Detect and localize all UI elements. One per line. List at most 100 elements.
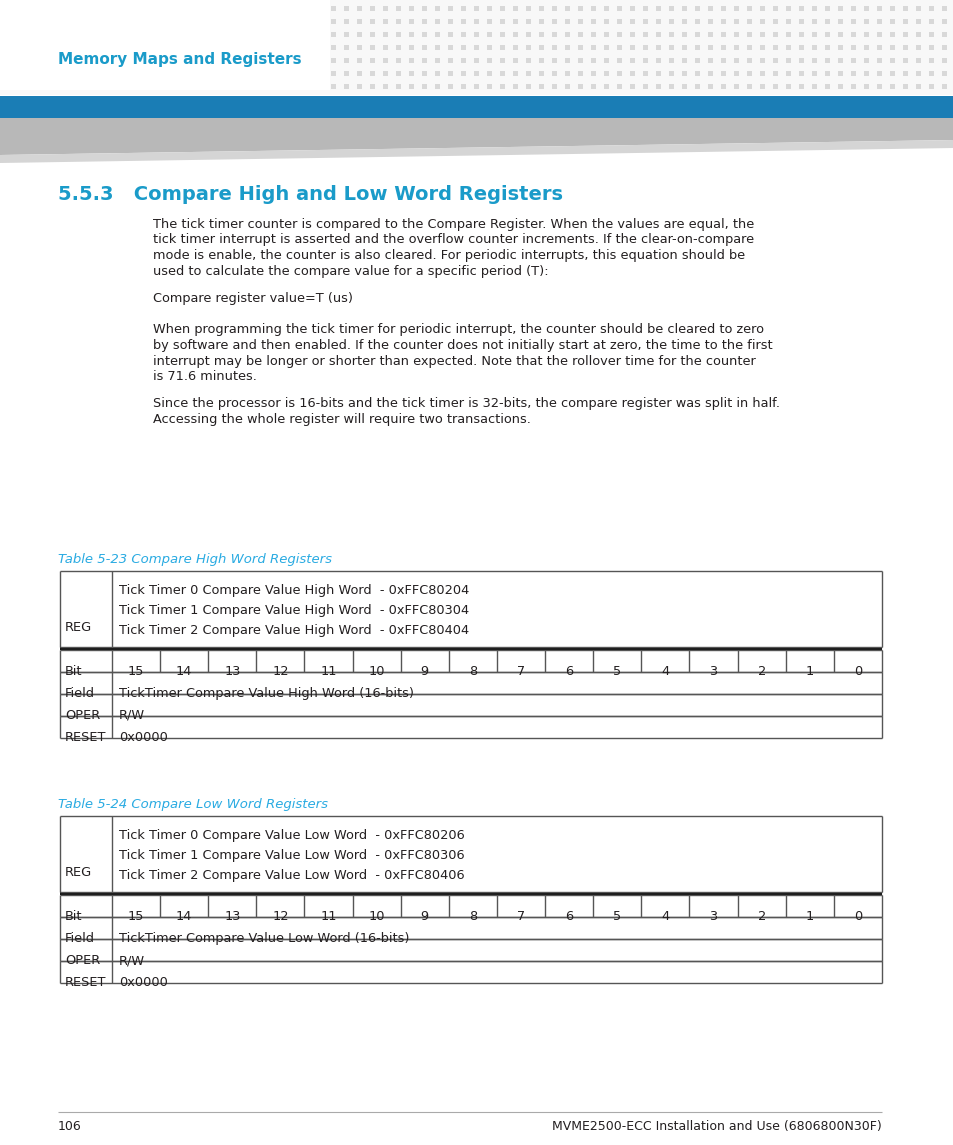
Bar	[642, 6, 647, 11]
Bar	[6, 71, 11, 76]
Text: RESET: RESET	[65, 731, 107, 744]
Bar	[240, 58, 245, 63]
Bar	[681, 19, 686, 24]
Bar	[668, 32, 673, 37]
Bar	[603, 58, 608, 63]
Bar	[617, 45, 621, 50]
Bar	[370, 32, 375, 37]
Bar	[590, 58, 596, 63]
Bar	[564, 6, 569, 11]
Bar	[278, 32, 284, 37]
Bar	[110, 45, 115, 50]
Bar	[811, 71, 816, 76]
Bar	[201, 32, 206, 37]
Bar	[0, 0, 330, 90]
Bar	[889, 84, 894, 89]
Text: mode is enable, the counter is also cleared. For periodic interrupts, this equat: mode is enable, the counter is also clea…	[152, 248, 744, 262]
Bar	[928, 45, 933, 50]
Bar	[382, 32, 388, 37]
Bar	[707, 6, 712, 11]
Bar	[460, 6, 465, 11]
Bar	[382, 71, 388, 76]
Bar	[435, 58, 439, 63]
Bar	[0, 96, 953, 118]
Bar	[344, 71, 349, 76]
Bar	[71, 58, 76, 63]
Bar	[460, 58, 465, 63]
Bar	[32, 19, 37, 24]
Bar	[772, 32, 778, 37]
Bar	[720, 32, 725, 37]
Bar	[71, 6, 76, 11]
Bar	[32, 6, 37, 11]
Bar	[720, 19, 725, 24]
Bar	[681, 71, 686, 76]
Bar	[863, 71, 868, 76]
Bar	[590, 6, 596, 11]
Bar	[123, 32, 128, 37]
Bar	[188, 32, 193, 37]
Text: 14: 14	[175, 910, 193, 923]
Bar	[525, 84, 531, 89]
Bar	[837, 6, 842, 11]
Text: Compare register value=T (us): Compare register value=T (us)	[152, 292, 353, 305]
Bar	[460, 32, 465, 37]
Text: Field: Field	[65, 687, 95, 700]
Bar	[6, 32, 11, 37]
Bar	[876, 58, 882, 63]
Bar	[421, 32, 427, 37]
Bar	[123, 71, 128, 76]
Bar	[227, 6, 232, 11]
Text: 5: 5	[613, 910, 620, 923]
Bar	[370, 19, 375, 24]
Bar	[344, 19, 349, 24]
Bar	[915, 32, 920, 37]
Text: by software and then enabled. If the counter does not initially start at zero, t: by software and then enabled. If the cou…	[152, 339, 772, 352]
Bar	[110, 84, 115, 89]
Bar	[603, 32, 608, 37]
Text: 4: 4	[660, 665, 669, 678]
Text: 10: 10	[368, 910, 384, 923]
Bar	[58, 71, 63, 76]
Bar	[278, 45, 284, 50]
Bar	[850, 45, 855, 50]
Bar	[941, 32, 946, 37]
Bar	[902, 45, 907, 50]
Bar	[136, 6, 141, 11]
Bar	[227, 45, 232, 50]
Bar	[656, 58, 660, 63]
Bar	[760, 84, 764, 89]
Bar	[525, 58, 531, 63]
Bar	[538, 45, 543, 50]
Bar	[799, 58, 803, 63]
Bar	[824, 32, 829, 37]
Text: R/W: R/W	[119, 954, 145, 968]
Bar	[629, 71, 635, 76]
Bar	[617, 58, 621, 63]
Bar	[136, 71, 141, 76]
Bar	[97, 32, 102, 37]
Bar	[370, 58, 375, 63]
Bar	[785, 19, 790, 24]
Bar	[356, 19, 361, 24]
Text: 15: 15	[128, 910, 144, 923]
Bar	[395, 32, 400, 37]
Bar	[240, 84, 245, 89]
Bar	[642, 71, 647, 76]
Bar	[603, 19, 608, 24]
Bar	[435, 84, 439, 89]
Bar	[656, 6, 660, 11]
Bar	[331, 32, 335, 37]
Bar	[6, 6, 11, 11]
Bar	[720, 6, 725, 11]
Bar	[850, 19, 855, 24]
Text: OPER: OPER	[65, 709, 100, 722]
Bar	[110, 71, 115, 76]
Bar	[564, 58, 569, 63]
Bar	[149, 58, 153, 63]
Bar	[370, 84, 375, 89]
Bar	[174, 45, 180, 50]
Bar	[578, 71, 582, 76]
Bar	[45, 6, 50, 11]
Bar	[331, 6, 335, 11]
